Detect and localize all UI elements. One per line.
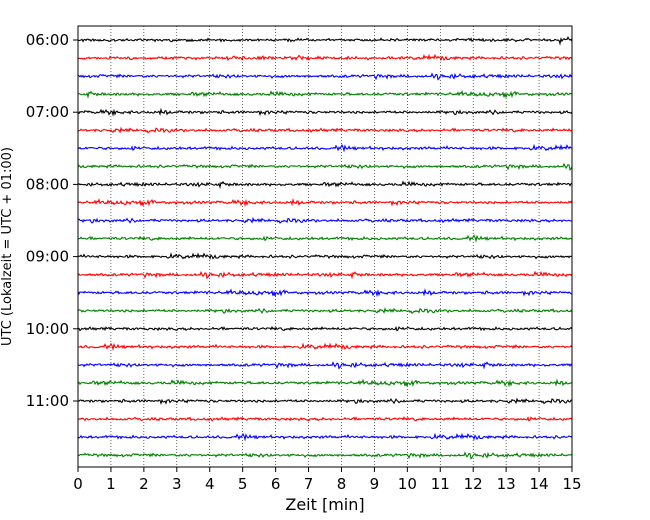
x-tick-label: 12 bbox=[464, 475, 483, 493]
y-tick-label: 06:00 bbox=[26, 31, 69, 49]
x-tick-label: 10 bbox=[398, 475, 417, 493]
seismogram-trace bbox=[77, 197, 573, 207]
x-axis: 0 1 2 3 4 5 6 7 8 9 10 11 12 13 14 15 bbox=[73, 467, 582, 493]
seismogram-trace bbox=[77, 342, 573, 352]
seismogram-trace bbox=[77, 252, 573, 260]
seismogram-trace bbox=[77, 307, 573, 315]
x-tick-label: 15 bbox=[562, 475, 581, 493]
x-tick-label: 14 bbox=[530, 475, 549, 493]
x-tick-label: 4 bbox=[205, 475, 215, 493]
seismogram-trace bbox=[77, 416, 573, 422]
seismogram-trace bbox=[77, 378, 573, 388]
x-tick-label: 9 bbox=[370, 475, 380, 493]
seismogram-trace bbox=[77, 288, 573, 298]
x-tick-label: 11 bbox=[431, 475, 450, 493]
x-tick-label: 8 bbox=[337, 475, 347, 493]
x-tick-label: 0 bbox=[73, 475, 83, 493]
y-tick-label: 09:00 bbox=[26, 248, 69, 266]
trace-layer bbox=[77, 36, 573, 460]
seismogram-trace bbox=[77, 451, 573, 460]
x-tick-label: 13 bbox=[497, 475, 516, 493]
x-tick-label: 5 bbox=[238, 475, 248, 493]
y-tick-label: 07:00 bbox=[26, 103, 69, 121]
seismogram-trace bbox=[77, 143, 573, 153]
seismogram-trace bbox=[77, 126, 573, 134]
x-tick-label: 3 bbox=[172, 475, 182, 493]
seismogram-trace bbox=[77, 53, 573, 62]
x-tick-label: 1 bbox=[106, 475, 116, 493]
x-tick-label: 7 bbox=[304, 475, 314, 493]
y-tick-label: 08:00 bbox=[26, 175, 69, 193]
seismogram-trace bbox=[77, 270, 573, 280]
seismogram-trace bbox=[77, 432, 573, 442]
seismogram-trace bbox=[77, 325, 573, 332]
seismogram-trace bbox=[77, 361, 573, 370]
x-tick-label: 2 bbox=[139, 475, 149, 493]
seismogram-trace bbox=[77, 162, 573, 171]
seismogram-trace bbox=[77, 216, 573, 224]
plot-frame bbox=[77, 25, 573, 468]
x-axis-label: Zeit [min] bbox=[285, 495, 364, 514]
y-tick-label: 11:00 bbox=[26, 392, 69, 410]
x-tick-label: 6 bbox=[271, 475, 281, 493]
seismogram-trace bbox=[77, 89, 573, 99]
y-axis-label: UTC (Lokalzeit = UTC + 01:00) bbox=[0, 147, 15, 346]
seismogram-trace bbox=[77, 36, 573, 46]
seismogram-trace bbox=[77, 72, 573, 81]
seismogram-trace bbox=[77, 234, 573, 243]
seismogram-trace bbox=[77, 107, 573, 117]
seismogram-trace bbox=[77, 180, 573, 190]
y-axis: 06:00 07:00 08:00 09:00 10:00 11:00 bbox=[26, 31, 78, 410]
seismogram-trace bbox=[77, 397, 573, 406]
y-tick-label: 10:00 bbox=[26, 320, 69, 338]
